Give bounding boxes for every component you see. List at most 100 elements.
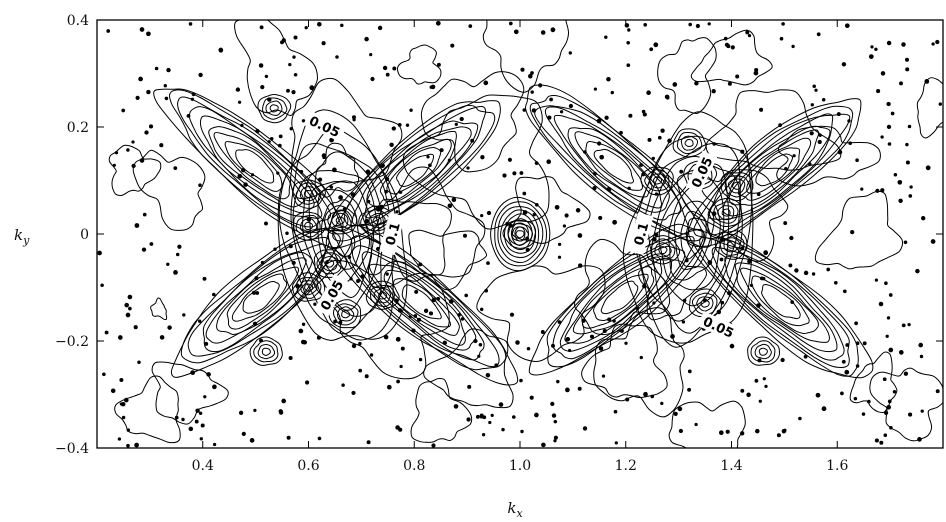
- contour-center: [515, 230, 525, 239]
- data-dot: [367, 199, 371, 204]
- data-dot: [198, 183, 202, 187]
- contour-center: [721, 208, 731, 217]
- x-tick-label: 0.8: [403, 458, 425, 474]
- data-dot: [394, 298, 399, 303]
- data-dot: [888, 347, 894, 353]
- data-dot: [177, 244, 182, 249]
- data-dot: [508, 21, 513, 26]
- contour-center: [337, 306, 355, 322]
- data-dot: [347, 255, 352, 259]
- contour-line: [705, 89, 842, 171]
- data-dot: [488, 420, 492, 425]
- data-dot: [556, 379, 560, 384]
- data-dot: [639, 355, 643, 360]
- contour-center: [253, 340, 279, 363]
- data-dot: [707, 22, 711, 26]
- data-dot: [791, 44, 795, 49]
- data-dot: [121, 108, 126, 113]
- data-dot: [329, 137, 334, 143]
- data-dot: [546, 159, 552, 165]
- x-axis-label: kx: [507, 499, 523, 520]
- data-dot: [237, 100, 242, 104]
- contour-center: [333, 303, 359, 326]
- x-tick-label: 1.2: [615, 458, 637, 474]
- data-dot: [166, 67, 171, 73]
- data-dot: [181, 417, 185, 422]
- contour-line: [213, 132, 291, 200]
- data-dot: [547, 115, 552, 120]
- data-dot: [154, 66, 159, 71]
- data-dot: [509, 312, 515, 317]
- data-dot: [490, 413, 494, 418]
- data-dot: [259, 338, 263, 343]
- data-dot: [507, 157, 512, 162]
- data-dot: [385, 72, 390, 77]
- contour-line: [205, 251, 313, 344]
- contour-line: [482, 20, 570, 93]
- data-dot: [874, 47, 878, 52]
- data-dot: [466, 166, 470, 170]
- data-dot: [522, 210, 528, 215]
- contour-line: [600, 280, 639, 315]
- x-tick-label: 0.6: [297, 458, 319, 474]
- contour-line: [314, 142, 360, 198]
- data-dot: [757, 358, 762, 363]
- data-dot: [522, 191, 527, 196]
- data-dot: [874, 278, 879, 282]
- data-dot: [549, 97, 553, 102]
- data-dot: [204, 341, 209, 346]
- data-dot: [255, 128, 260, 134]
- data-dot: [557, 255, 562, 259]
- contour-bullseye: [514, 226, 526, 242]
- data-dot: [397, 308, 403, 313]
- data-dot: [531, 108, 537, 113]
- data-dot: [448, 299, 454, 304]
- contour-center: [691, 292, 718, 315]
- data-dot: [762, 377, 766, 381]
- data-dot: [899, 81, 903, 86]
- data-dot: [583, 150, 587, 154]
- data-dot: [439, 148, 444, 153]
- data-dot: [173, 270, 178, 275]
- data-dot: [286, 435, 291, 440]
- data-dot: [298, 328, 304, 334]
- data-dot: [557, 320, 562, 324]
- data-dot: [194, 419, 199, 424]
- contour-bullseye: [510, 222, 529, 246]
- data-dot: [479, 307, 484, 312]
- data-dot: [512, 171, 517, 176]
- data-dot: [619, 130, 623, 135]
- data-dot: [528, 73, 533, 79]
- contour-line: [108, 144, 162, 196]
- contour-center: [658, 246, 668, 255]
- data-dot: [747, 259, 752, 264]
- data-dot: [798, 416, 802, 421]
- contour-line: [235, 149, 275, 184]
- data-dot: [784, 167, 788, 171]
- data-dot: [392, 66, 397, 71]
- data-dot: [264, 221, 268, 226]
- contour-center: [680, 135, 699, 151]
- data-dot: [163, 84, 167, 88]
- contour-bullseye: [490, 196, 551, 272]
- contour-line: [751, 275, 810, 327]
- data-dot: [144, 130, 149, 135]
- data-dot: [300, 339, 306, 345]
- data-dot: [190, 97, 195, 101]
- data-dot: [382, 65, 388, 71]
- x-tick-label: 1.4: [720, 458, 742, 474]
- data-dot: [484, 288, 489, 293]
- data-dot: [688, 22, 693, 27]
- data-dot: [642, 112, 647, 117]
- data-dot: [868, 54, 874, 59]
- contour-center: [303, 189, 313, 199]
- contour-line: [351, 120, 479, 227]
- data-dot: [511, 415, 516, 419]
- data-dot: [395, 210, 399, 214]
- data-dot: [890, 111, 895, 116]
- data-dot: [876, 89, 881, 94]
- data-dot: [681, 320, 686, 324]
- data-dot: [577, 233, 583, 238]
- data-dot: [218, 47, 224, 53]
- data-dot: [457, 313, 461, 317]
